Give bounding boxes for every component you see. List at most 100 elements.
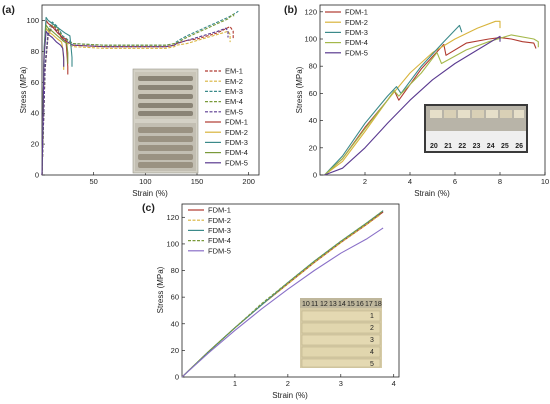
x-tick-label: 200 <box>242 177 255 186</box>
ruler <box>300 298 382 308</box>
sample-number: 4 <box>370 349 374 356</box>
panel-b-photo-numbers: 20 21 22 23 24 25 26 <box>430 143 523 150</box>
x-tick-label: 6 <box>453 177 457 186</box>
legend-label: FDM-1 <box>345 8 368 17</box>
y-tick-label: 0 <box>35 171 39 180</box>
panel-a-xlabel: Strain (%) <box>132 189 168 198</box>
y-tick-label: 60 <box>31 78 39 87</box>
series-line-fdm-5 <box>41 30 65 176</box>
series-line-fdm-4 <box>181 210 384 378</box>
panel-b-series <box>324 20 539 176</box>
series-line-fdm-2 <box>181 214 381 378</box>
specimen-number: 21 <box>444 143 452 150</box>
panel-c: (c) Stress (MPa) Strain (%) 1 2 3 402040608… <box>142 202 400 400</box>
ruler-number: 12 <box>320 301 328 308</box>
ruler-number: 16 <box>356 301 364 308</box>
panel-c-plot-frame <box>181 203 400 378</box>
panel-b: (b) Stress (MPa) Strain (%) 2 4 6 8 10020406… <box>284 4 549 198</box>
y-tick-label: 80 <box>31 47 39 56</box>
panel-a-inset-photo <box>132 68 199 174</box>
series-line-fdm-5 <box>181 227 384 378</box>
legend-label: FDM-3 <box>225 138 248 147</box>
x-tick-label: 50 <box>89 177 97 186</box>
legend-label: EM-1 <box>225 67 243 76</box>
y-tick-label: 0 <box>313 171 317 180</box>
legend-label: FDM-2 <box>225 128 248 137</box>
x-tick-label: 10 <box>541 177 549 186</box>
ruler-number: 14 <box>338 301 346 308</box>
y-tick-label: 40 <box>31 109 39 118</box>
y-tick-label: 40 <box>309 116 317 125</box>
legend-label: FDM-2 <box>208 216 231 225</box>
legend-label: FDM-5 <box>345 48 368 57</box>
panel-b-plot-frame <box>319 4 546 176</box>
x-tick-label: 3 <box>339 379 343 388</box>
y-tick-label: 80 <box>309 62 317 71</box>
series-line-em-4 <box>41 13 235 176</box>
y-tick-label: 40 <box>171 319 179 328</box>
series-line-fdm-2 <box>324 20 501 176</box>
em-specimen-shapes <box>138 76 193 116</box>
series-line-fdm-5 <box>324 35 501 176</box>
y-tick-label: 120 <box>304 7 317 16</box>
ruler-number: 15 <box>347 301 355 308</box>
ruler-number: 11 <box>311 301 318 308</box>
y-tick-label: 80 <box>171 266 179 275</box>
specimen-number: 23 <box>473 143 481 150</box>
x-tick-label: 2 <box>286 379 290 388</box>
panel-c-label: (c) <box>142 202 155 214</box>
specimen-number: 22 <box>458 143 466 150</box>
series-line-fdm-4 <box>41 24 69 176</box>
y-tick-label: 0 <box>175 373 179 382</box>
x-tick-label: 2 <box>363 177 367 186</box>
legend-label: EM-3 <box>225 87 243 96</box>
panel-a: (a) Stress (MPa) Strain (%) 50 100 150 200 0… <box>2 4 260 198</box>
y-tick-label: 100 <box>26 16 39 25</box>
specimen-number: 25 <box>501 143 509 150</box>
sample-number: 1 <box>370 313 374 320</box>
x-tick-label: 8 <box>498 177 502 186</box>
ruler-number: 13 <box>329 301 337 308</box>
ruler-number: 17 <box>365 301 373 308</box>
panel-a-label: (a) <box>2 4 15 16</box>
panel-b-ylabel: Stress (MPa) <box>295 66 304 113</box>
panel-c-xlabel: Strain (%) <box>272 391 308 400</box>
y-tick-label: 20 <box>309 143 317 152</box>
panel-b-label: (b) <box>284 4 297 16</box>
y-tick-label: 120 <box>166 213 179 222</box>
panel-c-ylabel: Stress (MPa) <box>156 266 165 313</box>
y-tick-label: 60 <box>171 293 179 302</box>
series-line-fdm-1 <box>41 19 69 176</box>
legend-label: EM-4 <box>225 97 243 106</box>
sample-numbers: 1 2 3 4 5 <box>370 313 374 368</box>
specimen-number: 26 <box>515 143 523 150</box>
series-line-fdm-2 <box>41 27 65 176</box>
panel-b-xlabel: Strain (%) <box>414 189 450 198</box>
y-tick-label: 60 <box>309 89 317 98</box>
legend-label: FDM-5 <box>225 158 248 167</box>
x-tick-label: 150 <box>191 177 204 186</box>
series-line-fdm-3 <box>41 16 73 176</box>
legend-label: FDM-4 <box>345 38 368 47</box>
x-tick-label: 4 <box>408 177 412 186</box>
panel-a-plot-frame <box>41 4 260 176</box>
ruler-number: 18 <box>374 301 382 308</box>
x-tick-label: 1 <box>233 379 237 388</box>
y-tick-label: 20 <box>171 346 179 355</box>
fdm-specimen-shapes <box>138 127 193 168</box>
panel-a-series <box>41 10 239 176</box>
x-tick-label: 100 <box>139 177 152 186</box>
y-tick-label: 100 <box>166 239 179 248</box>
x-tick-label: 4 <box>392 379 396 388</box>
legend-label: FDM-2 <box>345 18 368 27</box>
panel-a-legend: EM-1EM-2EM-3EM-4EM-5 FDM-1FDM-2FDM-3FDM-4… <box>205 67 248 167</box>
y-tick-label: 100 <box>304 35 317 44</box>
legend-label: FDM-4 <box>225 148 248 157</box>
y-tick-label: 20 <box>31 140 39 149</box>
legend-label: FDM-5 <box>208 246 231 255</box>
legend-label: EM-5 <box>225 107 243 116</box>
